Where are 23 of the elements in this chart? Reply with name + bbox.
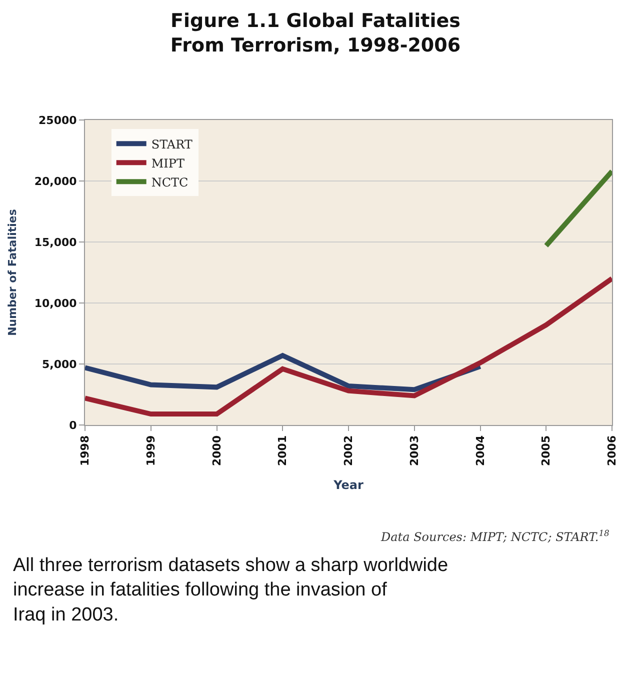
y-tick-label: 15,000 bbox=[34, 236, 78, 249]
y-tick-label: 0 bbox=[69, 418, 78, 432]
y-tick-label: 20,000 bbox=[34, 174, 78, 188]
x-tick-label: 2003 bbox=[408, 435, 421, 466]
text: All three terrorism datasets show a sharp worldwide increase in fatalities following the invasion of Iraq in 2003. bbox=[13, 555, 448, 626]
y-tick-label: 5,000 bbox=[42, 358, 78, 371]
y-tick-label: 25000 bbox=[38, 114, 78, 127]
text: Data Sources: MIPT; NCTC; START.$^{18}$ bbox=[380, 528, 610, 544]
legend-label: START bbox=[151, 137, 192, 152]
x-tick-label: 2005 bbox=[540, 435, 553, 466]
x-tick-label: 2006 bbox=[606, 435, 619, 466]
y-axis-title: Number of Fatalities bbox=[6, 208, 19, 336]
x-tick-label: 2004 bbox=[474, 435, 487, 466]
legend-label: NCTC bbox=[151, 175, 188, 190]
x-tick-label: 1998 bbox=[78, 435, 92, 466]
x-tick-label: 2002 bbox=[342, 435, 356, 466]
legend-label: MIPT bbox=[151, 156, 184, 170]
y-tick-label: 10,000 bbox=[34, 296, 78, 310]
x-tick-label: 2001 bbox=[276, 435, 290, 466]
x-tick-label: 1999 bbox=[144, 435, 158, 466]
chart-title: Figure 1.1 Global Fatalities From Terrorism, 1998-2006 bbox=[170, 10, 461, 57]
x-axis-title: Year bbox=[332, 478, 364, 492]
x-tick-label: 2000 bbox=[210, 435, 224, 466]
